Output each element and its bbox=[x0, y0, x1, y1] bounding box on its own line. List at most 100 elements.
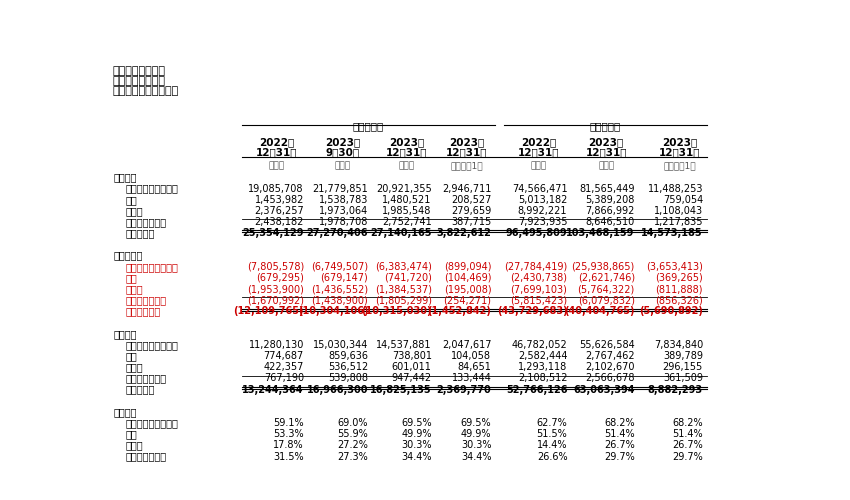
Text: 279,659: 279,659 bbox=[451, 206, 491, 216]
Text: 26.7%: 26.7% bbox=[672, 440, 703, 450]
Text: (856,326): (856,326) bbox=[655, 295, 703, 305]
Text: (12,109,765): (12,109,765) bbox=[234, 306, 304, 316]
Text: 人民币: 人民币 bbox=[530, 162, 547, 170]
Text: 30.3%: 30.3% bbox=[401, 440, 432, 450]
Text: 69.0%: 69.0% bbox=[337, 418, 368, 428]
Text: 14,537,881: 14,537,881 bbox=[377, 340, 432, 350]
Text: 美元（注1）: 美元（注1） bbox=[664, 162, 696, 170]
Text: 12月31日: 12月31日 bbox=[518, 147, 559, 157]
Text: 20,921,355: 20,921,355 bbox=[376, 184, 432, 194]
Text: (5,764,322): (5,764,322) bbox=[577, 284, 635, 294]
Text: 网易股份有限公司: 网易股份有限公司 bbox=[112, 66, 166, 76]
Text: 774,687: 774,687 bbox=[264, 351, 304, 361]
Text: 创新及其他业务: 创新及其他业务 bbox=[126, 452, 167, 462]
Text: 16,966,300: 16,966,300 bbox=[307, 384, 368, 394]
Text: 1,973,064: 1,973,064 bbox=[319, 206, 368, 216]
Text: 52,766,126: 52,766,126 bbox=[506, 384, 568, 394]
Text: 759,054: 759,054 bbox=[663, 194, 703, 205]
Text: 55.9%: 55.9% bbox=[337, 429, 368, 439]
Text: (7,699,103): (7,699,103) bbox=[511, 284, 568, 294]
Text: (1,438,900): (1,438,900) bbox=[311, 295, 368, 305]
Text: (741,720): (741,720) bbox=[384, 273, 432, 283]
Text: 12月31日: 12月31日 bbox=[446, 147, 487, 157]
Text: 1,108,043: 1,108,043 bbox=[654, 206, 703, 216]
Text: 27.2%: 27.2% bbox=[337, 440, 368, 450]
Text: 21,779,851: 21,779,851 bbox=[313, 184, 368, 194]
Text: 27,270,406: 27,270,406 bbox=[307, 228, 368, 238]
Text: (811,888): (811,888) bbox=[655, 284, 703, 294]
Text: 26.7%: 26.7% bbox=[604, 440, 635, 450]
Text: (7,805,578): (7,805,578) bbox=[246, 262, 304, 272]
Text: 2022年: 2022年 bbox=[259, 137, 294, 147]
Text: 3,822,612: 3,822,612 bbox=[437, 228, 491, 238]
Text: 毛利率：: 毛利率： bbox=[114, 407, 138, 417]
Text: 12月31日: 12月31日 bbox=[586, 147, 626, 157]
Text: 133,444: 133,444 bbox=[451, 374, 491, 384]
Text: 11,488,253: 11,488,253 bbox=[648, 184, 703, 194]
Text: 17.8%: 17.8% bbox=[273, 440, 304, 450]
Text: 1,480,521: 1,480,521 bbox=[382, 194, 432, 205]
Text: (369,265): (369,265) bbox=[655, 273, 703, 283]
Text: (1,953,900): (1,953,900) bbox=[247, 284, 304, 294]
Text: 389,789: 389,789 bbox=[663, 351, 703, 361]
Text: 2,752,741: 2,752,741 bbox=[382, 217, 432, 227]
Text: (2,621,746): (2,621,746) bbox=[578, 273, 635, 283]
Text: 8,646,510: 8,646,510 bbox=[586, 217, 635, 227]
Text: 74,566,471: 74,566,471 bbox=[512, 184, 568, 194]
Text: (1,452,842): (1,452,842) bbox=[428, 306, 491, 316]
Text: 2,047,617: 2,047,617 bbox=[442, 340, 491, 350]
Text: 29.7%: 29.7% bbox=[604, 452, 635, 462]
Text: 2,582,444: 2,582,444 bbox=[518, 351, 568, 361]
Text: 云音乐: 云音乐 bbox=[126, 440, 144, 450]
Text: 46,782,052: 46,782,052 bbox=[512, 340, 568, 350]
Text: 738,801: 738,801 bbox=[392, 351, 432, 361]
Text: 1,217,835: 1,217,835 bbox=[654, 217, 703, 227]
Text: 1,293,118: 1,293,118 bbox=[518, 362, 568, 372]
Text: 55,626,584: 55,626,584 bbox=[579, 340, 635, 350]
Text: 人民币: 人民币 bbox=[598, 162, 615, 170]
Text: 净收入：: 净收入： bbox=[114, 172, 138, 182]
Text: 208,527: 208,527 bbox=[451, 194, 491, 205]
Text: 51.4%: 51.4% bbox=[672, 429, 703, 439]
Text: 营业成本：: 营业成本： bbox=[114, 250, 144, 260]
Text: 31.5%: 31.5% bbox=[273, 452, 304, 462]
Text: 云音乐: 云音乐 bbox=[126, 362, 144, 372]
Text: 104,058: 104,058 bbox=[451, 351, 491, 361]
Text: (27,784,419): (27,784,419) bbox=[504, 262, 568, 272]
Text: 2,376,257: 2,376,257 bbox=[254, 206, 304, 216]
Text: 14.4%: 14.4% bbox=[537, 440, 568, 450]
Text: 7,866,992: 7,866,992 bbox=[586, 206, 635, 216]
Text: 7,923,935: 7,923,935 bbox=[518, 217, 568, 227]
Text: (5,815,423): (5,815,423) bbox=[510, 295, 568, 305]
Text: (6,749,507): (6,749,507) bbox=[311, 262, 368, 272]
Text: 361,509: 361,509 bbox=[663, 374, 703, 384]
Text: 539,808: 539,808 bbox=[328, 374, 368, 384]
Text: (104,469): (104,469) bbox=[444, 273, 491, 283]
Text: 68.2%: 68.2% bbox=[672, 418, 703, 428]
Text: 5,013,182: 5,013,182 bbox=[518, 194, 568, 205]
Text: 30.3%: 30.3% bbox=[461, 440, 491, 450]
Text: 8,882,293: 8,882,293 bbox=[648, 384, 703, 394]
Text: 27.3%: 27.3% bbox=[337, 452, 368, 462]
Text: 12月31日: 12月31日 bbox=[659, 147, 700, 157]
Text: 2,102,670: 2,102,670 bbox=[586, 362, 635, 372]
Text: 2,438,182: 2,438,182 bbox=[254, 217, 304, 227]
Text: (1,384,537): (1,384,537) bbox=[375, 284, 432, 294]
Text: 27,140,165: 27,140,165 bbox=[371, 228, 432, 238]
Text: 有道: 有道 bbox=[126, 273, 138, 283]
Text: 69.5%: 69.5% bbox=[461, 418, 491, 428]
Text: (40,404,765): (40,404,765) bbox=[564, 306, 635, 316]
Text: 游戏及相关增值服务: 游戏及相关增值服务 bbox=[126, 262, 178, 272]
Text: (1,805,299): (1,805,299) bbox=[375, 295, 432, 305]
Text: 2023年: 2023年 bbox=[449, 137, 484, 147]
Text: 14,573,185: 14,573,185 bbox=[642, 228, 703, 238]
Text: 84,651: 84,651 bbox=[457, 362, 491, 372]
Text: 人民币: 人民币 bbox=[335, 162, 351, 170]
Text: 26.6%: 26.6% bbox=[536, 452, 568, 462]
Text: 69.5%: 69.5% bbox=[401, 418, 432, 428]
Text: 5,389,208: 5,389,208 bbox=[586, 194, 635, 205]
Text: 人民币: 人民币 bbox=[399, 162, 415, 170]
Text: (10,304,106): (10,304,106) bbox=[298, 306, 368, 316]
Text: (679,147): (679,147) bbox=[320, 273, 368, 283]
Text: 8,992,221: 8,992,221 bbox=[518, 206, 568, 216]
